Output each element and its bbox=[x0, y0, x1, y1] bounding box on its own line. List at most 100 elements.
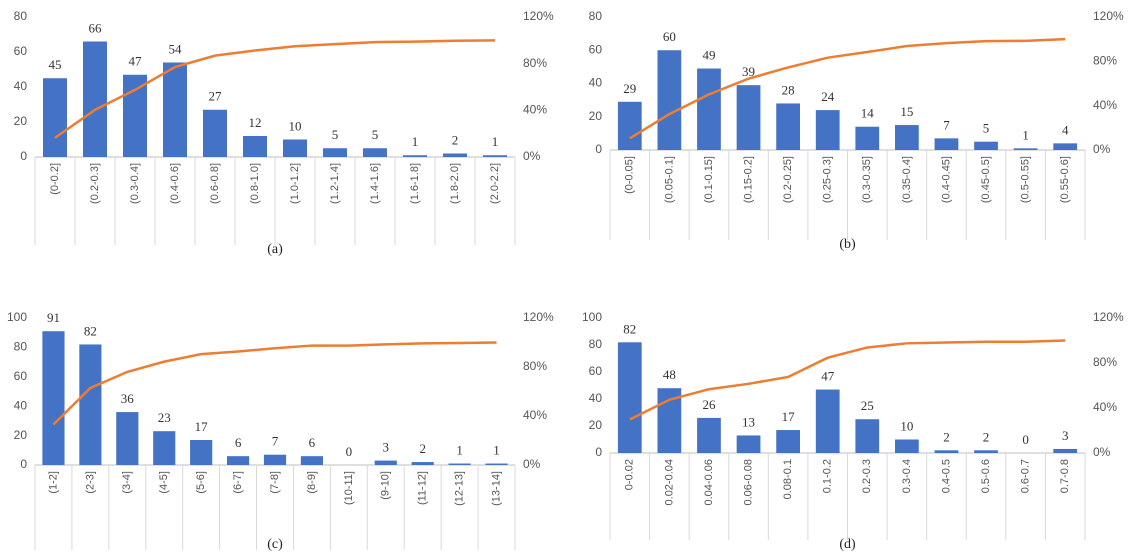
data-label: 5 bbox=[372, 127, 379, 142]
y-tick-label: 60 bbox=[14, 369, 28, 383]
bar bbox=[116, 412, 139, 465]
x-tick-label: (0.35-0.4] bbox=[901, 156, 913, 203]
cumulative-line bbox=[52, 341, 497, 426]
data-label: 2 bbox=[419, 441, 426, 456]
data-label: 5 bbox=[332, 127, 339, 142]
data-label: 29 bbox=[623, 81, 636, 96]
bar bbox=[657, 388, 682, 453]
y-tick-label: 80 bbox=[589, 9, 603, 23]
data-label: 2 bbox=[943, 429, 950, 444]
x-tick-label: 0.02-0.04 bbox=[663, 459, 675, 505]
y-tick-label: 100 bbox=[582, 310, 602, 324]
x-tick-label: 0.06-0.08 bbox=[742, 459, 754, 505]
chart-caption: (c) bbox=[267, 537, 283, 552]
data-label: 25 bbox=[861, 398, 874, 413]
data-label: 3 bbox=[1062, 428, 1069, 443]
x-tick-label: 0.3-0.4 bbox=[901, 459, 913, 493]
bar bbox=[483, 155, 507, 157]
data-label: 66 bbox=[89, 20, 103, 35]
chart-caption: (b) bbox=[839, 237, 856, 252]
x-tick-label: (1-2] bbox=[47, 471, 59, 494]
x-tick-label: (7-8] bbox=[269, 471, 281, 494]
y-tick-label: 20 bbox=[14, 114, 28, 128]
bar bbox=[123, 74, 147, 157]
data-label: 6 bbox=[309, 435, 316, 450]
data-label: 82 bbox=[84, 323, 97, 338]
x-tick-label: 0.6-0.7 bbox=[1020, 459, 1032, 493]
data-label: 10 bbox=[289, 118, 302, 133]
x-tick-label: (0.4-0.45] bbox=[940, 156, 952, 203]
data-label: 1 bbox=[1022, 127, 1029, 142]
data-label: 28 bbox=[782, 82, 795, 97]
x-tick-label: (10-11] bbox=[343, 471, 355, 505]
data-label: 7 bbox=[943, 117, 950, 132]
bar bbox=[485, 463, 508, 465]
bar bbox=[1013, 148, 1038, 150]
data-label: 10 bbox=[900, 418, 913, 433]
y2-tick-label: 120% bbox=[1093, 310, 1124, 324]
data-label: 1 bbox=[492, 134, 499, 149]
bar bbox=[43, 78, 67, 157]
bar bbox=[974, 450, 998, 453]
bar bbox=[855, 126, 880, 150]
y-tick-label: 20 bbox=[589, 109, 603, 123]
cumulative-line bbox=[629, 339, 1066, 421]
x-tick-label: (0.3-0.35] bbox=[861, 156, 873, 203]
bar bbox=[1053, 143, 1078, 150]
data-label: 27 bbox=[209, 89, 223, 104]
bar bbox=[227, 456, 250, 465]
data-label: 7 bbox=[272, 434, 279, 449]
x-tick-label: (0.55-0.6] bbox=[1059, 156, 1071, 203]
bar bbox=[657, 50, 682, 150]
x-tick-label: (0.2-0.25] bbox=[782, 156, 794, 203]
x-tick-label: (1.6-1.8] bbox=[409, 163, 421, 204]
data-label: 12 bbox=[249, 115, 262, 130]
y-tick-label: 80 bbox=[14, 340, 28, 354]
bar bbox=[736, 85, 761, 150]
bar bbox=[736, 435, 761, 453]
data-label: 54 bbox=[169, 41, 183, 56]
y-tick-label: 100 bbox=[7, 310, 27, 324]
data-label: 17 bbox=[782, 409, 796, 424]
x-tick-label: (0.3-0.4] bbox=[129, 163, 141, 204]
data-label: 60 bbox=[663, 29, 676, 44]
data-label: 49 bbox=[702, 48, 715, 63]
x-tick-label: (11-12] bbox=[417, 471, 429, 505]
bar bbox=[411, 462, 434, 465]
y2-tick-label: 80% bbox=[1093, 54, 1117, 68]
bar bbox=[79, 344, 102, 465]
data-label: 45 bbox=[49, 57, 62, 72]
y2-tick-label: 0% bbox=[1093, 142, 1111, 156]
data-label: 6 bbox=[235, 435, 242, 450]
x-tick-label: 0.08-0.1 bbox=[782, 459, 794, 499]
chart-caption: (d) bbox=[839, 537, 856, 552]
data-label: 39 bbox=[742, 64, 755, 79]
bar bbox=[443, 153, 467, 157]
x-tick-label: 0.4-0.5 bbox=[940, 459, 952, 493]
y-tick-label: 0 bbox=[20, 457, 27, 471]
x-tick-label: (4-5] bbox=[158, 471, 170, 494]
x-tick-label: (0.25-0.3] bbox=[822, 156, 834, 203]
data-label: 2 bbox=[452, 132, 459, 147]
bar bbox=[190, 440, 213, 465]
y2-tick-label: 0% bbox=[523, 457, 541, 471]
data-label: 4 bbox=[1062, 122, 1069, 137]
bar bbox=[300, 456, 323, 465]
x-tick-label: (3-4] bbox=[121, 471, 133, 494]
y2-tick-label: 40% bbox=[523, 408, 547, 422]
x-tick-label: (0.2-0.3] bbox=[89, 163, 101, 204]
bar bbox=[363, 148, 387, 157]
data-label: 36 bbox=[121, 391, 135, 406]
data-label: 1 bbox=[412, 134, 419, 149]
y-tick-label: 20 bbox=[589, 418, 603, 432]
bar bbox=[83, 41, 107, 157]
data-label: 17 bbox=[195, 419, 209, 434]
x-tick-label: 0.04-0.06 bbox=[703, 459, 715, 505]
bar bbox=[895, 439, 919, 453]
bar bbox=[163, 62, 187, 157]
bar bbox=[243, 136, 267, 157]
data-label: 82 bbox=[623, 321, 636, 336]
chart-caption: (a) bbox=[267, 242, 283, 257]
cumulative-line bbox=[629, 37, 1066, 140]
